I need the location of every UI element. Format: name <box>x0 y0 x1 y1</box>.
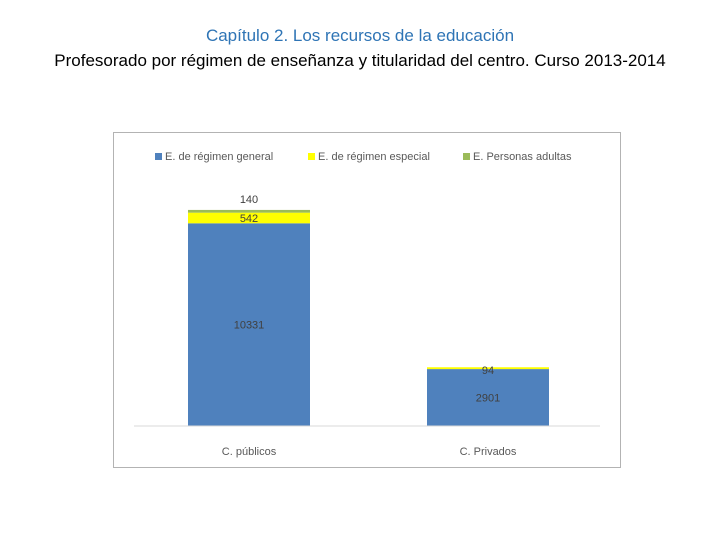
bars <box>188 209 549 426</box>
legend-item-general: E. de régimen general <box>155 151 273 163</box>
data-labels: 10331 542 140 2901 94 <box>234 194 501 405</box>
legend-swatch-especial <box>308 153 315 160</box>
legend-label-especial: E. de régimen especial <box>318 151 430 163</box>
data-label-privados-general: 2901 <box>476 393 500 405</box>
legend-swatch-general <box>155 153 162 160</box>
stacked-bar-chart: E. de régimen general E. de régimen espe… <box>134 151 600 458</box>
x-tick-label-privados: C. Privados <box>460 446 517 458</box>
data-label-publicos-especial: 542 <box>240 213 258 225</box>
x-axis-labels: C. públicos C. Privados <box>222 446 517 458</box>
data-label-publicos-adultas: 140 <box>240 194 258 206</box>
legend-swatch-adultas <box>463 153 470 160</box>
bar-publicos-adultas <box>188 209 310 213</box>
chapter-title: Capítulo 2. Los recursos de la educación <box>205 26 515 45</box>
bar-privados-general <box>427 369 549 426</box>
chart-frame: E. de régimen general E. de régimen espe… <box>113 132 621 468</box>
data-label-publicos-general: 10331 <box>234 320 265 332</box>
data-label-privados-especial: 94 <box>482 365 494 377</box>
chart-title: Profesorado por régimen de enseñanza y t… <box>54 51 666 70</box>
bar-publicos-especial <box>188 212 310 224</box>
bar-privados-especial <box>427 367 549 370</box>
bar-publicos-general <box>188 223 310 426</box>
legend-item-adultas: E. Personas adultas <box>463 151 572 163</box>
legend-label-adultas: E. Personas adultas <box>473 151 572 163</box>
legend-label-general: E. de régimen general <box>165 151 273 163</box>
legend-item-especial: E. de régimen especial <box>308 151 430 163</box>
legend: E. de régimen general E. de régimen espe… <box>155 151 572 163</box>
x-tick-label-publicos: C. públicos <box>222 446 277 458</box>
